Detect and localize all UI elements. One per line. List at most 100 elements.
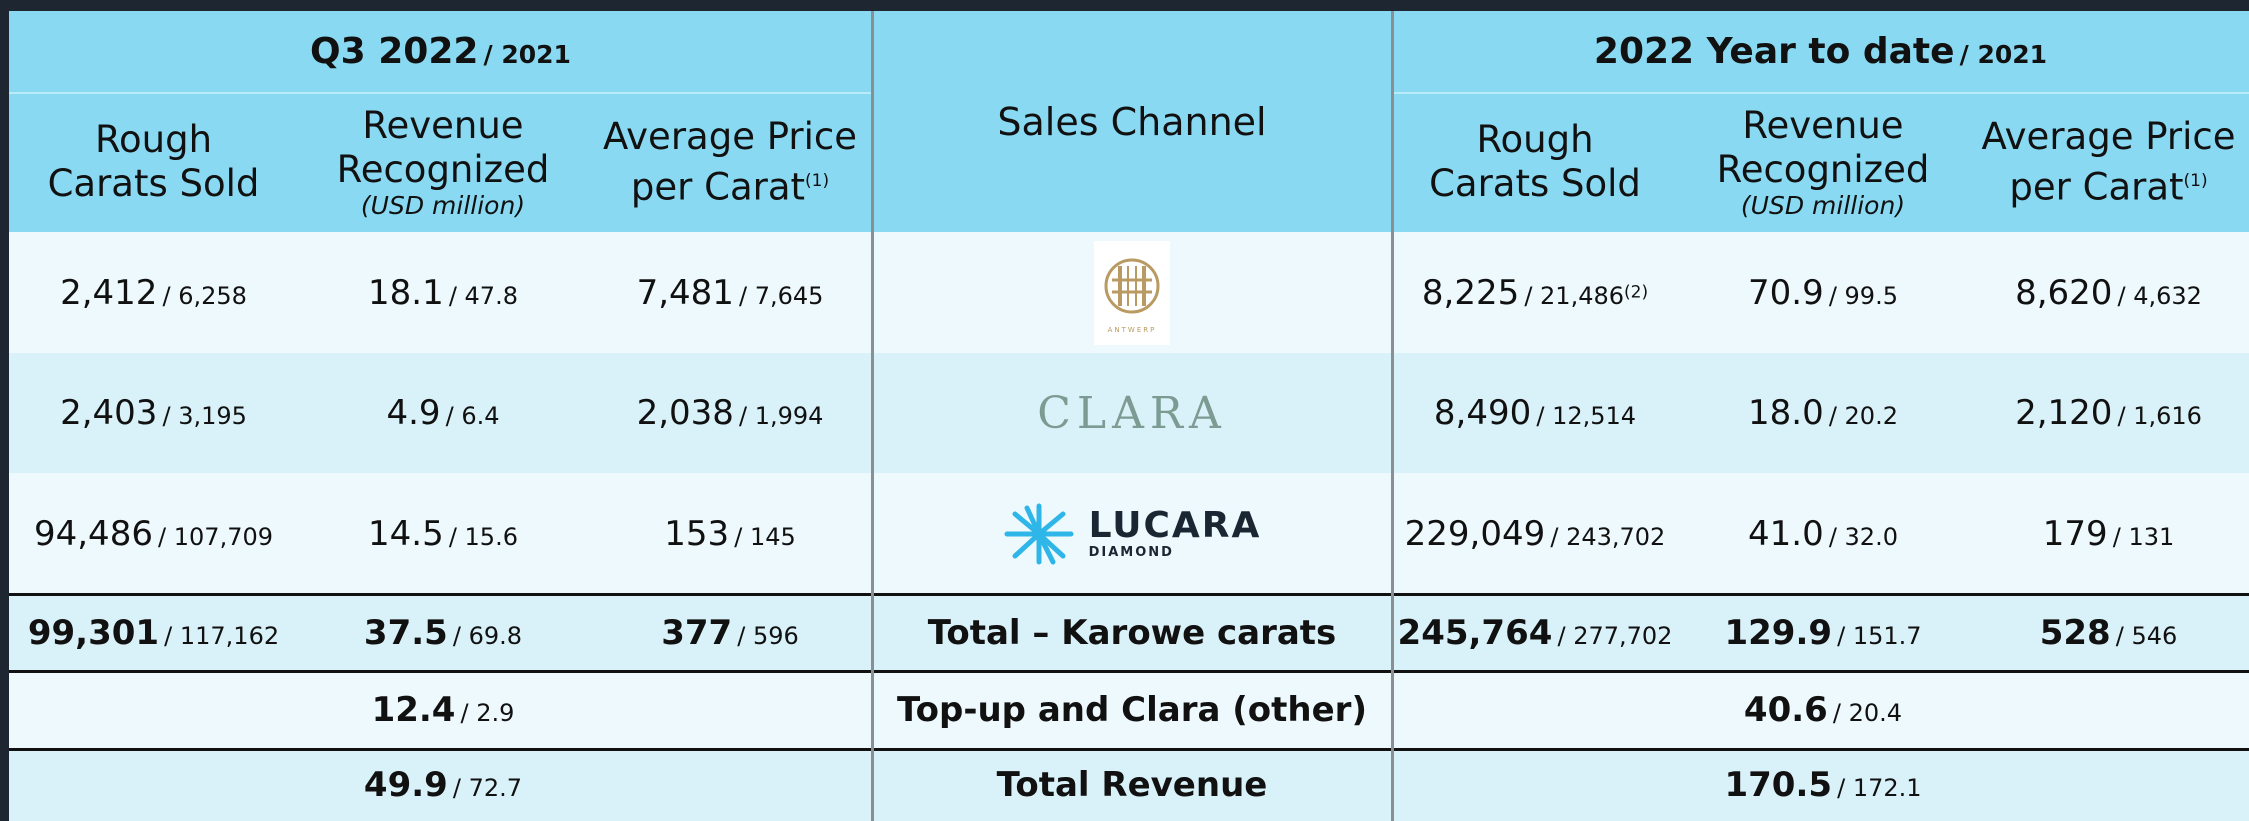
logo-text: CLARA (1037, 387, 1227, 439)
row-rule (9, 670, 2249, 673)
prior-value: / 32.0 (1828, 522, 1898, 551)
value: 49.9 (363, 765, 448, 805)
total-label: Top-up and Clara (other) (872, 671, 1392, 749)
prior-value: / 6,258 (162, 281, 247, 310)
value-line: 14.5 / 15.6 (368, 514, 518, 554)
prior-value: / 12,514 (1536, 402, 1637, 430)
total-label-text: Total – Karowe carats (927, 612, 1337, 653)
column-border (1391, 11, 1394, 821)
value-line: 12.4 / 2.9 (372, 690, 515, 730)
column-header-line: per Carat(1) (2009, 165, 2208, 209)
value-cell: 179 / 131 (1968, 473, 2249, 594)
footnote-ref: (1) (805, 170, 830, 191)
group-title: Q3 2022 (310, 31, 479, 72)
channel-logo: ANTWERP (872, 232, 1392, 353)
column-header: Rough Carats Sold (9, 92, 298, 232)
prior-value: / 1,616 (2117, 402, 2202, 430)
value: 94,486 (33, 513, 153, 554)
row-rule (9, 593, 2249, 596)
value: 7,481 (636, 272, 734, 313)
value-cell: 2,120 / 1,616 (1968, 353, 2249, 473)
logo-lucara: LUCARA DIAMOND (1003, 502, 1262, 566)
prior-value: / 72.7 (452, 774, 523, 802)
value-line: 70.9 / 99.5 (1748, 273, 1898, 313)
column-header-line: Recognized (336, 148, 550, 191)
value-line: 2,038 / 1,994 (637, 393, 824, 433)
value-cell: 2,412 / 6,258 (9, 232, 298, 353)
group-header: Q3 2022 / 2021 (9, 11, 872, 92)
group-header: 2022 Year to date / 2021 (1392, 11, 2249, 92)
value: 2,038 (636, 393, 734, 433)
column-header-line: Average Price (603, 114, 857, 158)
value-cell: 40.6 / 20.4 (1678, 671, 1968, 749)
value-cell: 49.9 / 72.7 (298, 749, 588, 821)
prior-value: / 99.5 (1828, 281, 1898, 310)
value-cell: 14.5 / 15.6 (298, 473, 588, 594)
logo-hb: ANTWERP (1094, 240, 1170, 345)
value-cell: 7,481 / 7,645 (588, 232, 872, 353)
column-header-line: Rough (94, 118, 213, 161)
channel-header: Sales Channel (872, 11, 1392, 232)
value-line: 99,301 / 117,162 (28, 613, 279, 653)
prior-value: / 21,486 (1524, 281, 1625, 310)
value: 2,120 (2015, 393, 2113, 433)
value: 4.9 (386, 393, 441, 433)
column-header-line: Revenue (1742, 104, 1904, 147)
group-title: 2022 Year to date (1593, 31, 1955, 72)
column-header: Revenue Recognized (USD million) (1678, 92, 1968, 232)
channel-header-text: Sales Channel (997, 99, 1267, 144)
column-header-line: per Carat(1) (630, 165, 830, 209)
prior-value: / 145 (734, 522, 796, 551)
row-bg (9, 749, 2249, 821)
prior-value: / 6.4 (445, 402, 500, 430)
value-line: 528 / 546 (2040, 613, 2178, 653)
row-bg (9, 473, 2249, 594)
total-label: Total Revenue (872, 749, 1392, 821)
value-cell: 8,620 / 4,632 (1968, 232, 2249, 353)
value-line: 18.1 / 47.8 (368, 273, 518, 313)
row-bg (9, 671, 2249, 749)
value: 40.6 (1743, 690, 1828, 730)
value-cell: 99,301 / 117,162 (9, 594, 298, 671)
logo-burst (1004, 503, 1074, 564)
row-bg (9, 594, 2249, 671)
prior-value: / 151.7 (1837, 621, 1922, 650)
value-line: 8,490 / 12,514 (1434, 393, 1636, 433)
logo-text: LUCARA (1088, 505, 1262, 546)
value: 8,490 (1433, 393, 1532, 433)
prior-value: / 107,709 (158, 522, 274, 551)
value: 129.9 (1724, 612, 1833, 653)
logo-wordmark: LUCARA DIAMOND (1088, 505, 1262, 561)
value: 41.0 (1748, 513, 1824, 554)
value: 528 (2039, 612, 2111, 653)
group-suffix: / 2021 (483, 40, 571, 69)
value-line: 37.5 / 69.8 (364, 613, 522, 653)
total-label-text: Top-up and Clara (other) (896, 690, 1367, 730)
value-cell: 12.4 / 2.9 (298, 671, 588, 749)
value-cell: 170.5 / 172.1 (1678, 749, 1968, 821)
column-header-line: Rough (1476, 118, 1594, 161)
value-cell: 94,486 / 107,709 (9, 473, 298, 594)
channel-logo: LUCARA DIAMOND (872, 473, 1392, 594)
prior-value: / 1,994 (739, 402, 824, 430)
value-line: 18.0 / 20.2 (1748, 393, 1898, 433)
prior-value: / 4,632 (2117, 281, 2202, 310)
column-header-line: Recognized (1716, 148, 1930, 191)
value-cell: 229,049 / 243,702 (1392, 473, 1678, 594)
total-label-text: Total Revenue (996, 765, 1268, 805)
value: 8,620 (2015, 272, 2113, 313)
group-suffix: / 2021 (1959, 40, 2048, 69)
header-divider (1392, 92, 2249, 94)
value: 377 (661, 612, 733, 653)
logo-text: ANTWERP (1107, 325, 1157, 334)
logo-monogram (1104, 258, 1160, 313)
value-cell: 528 / 546 (1968, 594, 2249, 671)
value-cell: 18.1 / 47.8 (298, 232, 588, 353)
value: 18.0 (1748, 393, 1824, 433)
value: 170.5 (1724, 765, 1833, 805)
value: 99,301 (27, 612, 160, 653)
value-line: 4.9 / 6.4 (386, 393, 499, 433)
value-line: 94,486 / 107,709 (34, 514, 273, 554)
prior-value: / 546 (2115, 621, 2178, 650)
